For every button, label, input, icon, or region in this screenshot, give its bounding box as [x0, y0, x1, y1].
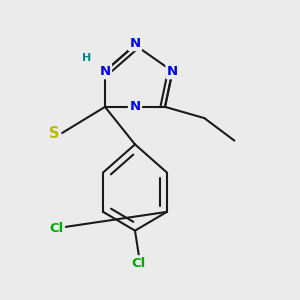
Text: N: N	[99, 65, 111, 78]
Text: N: N	[129, 37, 141, 50]
Text: H: H	[82, 53, 91, 63]
Text: N: N	[167, 65, 178, 78]
Text: Cl: Cl	[49, 222, 63, 235]
Text: S: S	[49, 126, 60, 141]
Text: N: N	[129, 100, 141, 113]
Text: Cl: Cl	[132, 257, 146, 270]
